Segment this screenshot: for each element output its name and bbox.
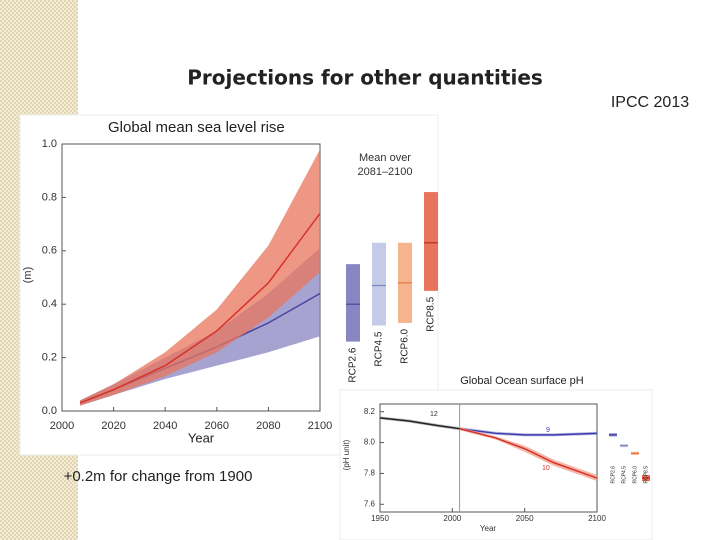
annotation: 10 [542,465,550,472]
range-label: RCP4.5 [374,331,385,366]
range-label: RCP8.5 [643,466,649,484]
source: IPCC 2013 [611,94,689,111]
annotation: 12 [430,411,438,418]
range-bar [372,242,386,326]
x-tick-label: 1950 [371,514,389,523]
y-tick-label: 7.8 [364,469,376,478]
x-axis-label: Year [480,524,497,533]
y-axis-label: (pH unit) [342,439,351,470]
annotation: 9 [546,427,550,434]
x-tick-label: 2020 [101,420,125,432]
chart-title: Global Ocean surface pH [460,375,584,387]
range-label: RCP2.6 [610,466,616,484]
x-tick-label: 2060 [205,420,229,432]
range-bar [346,264,360,342]
series-line [379,417,460,430]
range-title: Mean over [359,152,411,164]
plot-frame [379,403,598,513]
y-tick-label: 7.6 [364,499,376,508]
y-tick-label: 8.2 [364,407,376,416]
series-line [459,427,598,479]
x-tick-label: 2000 [50,420,74,432]
x-tick-label: 2040 [153,420,177,432]
y-tick-label: 8.0 [364,438,376,447]
y-tick-label: 0.0 [42,405,57,417]
note: +0.2m for change from 1900 [64,468,253,485]
y-tick-label: 0.2 [42,352,57,364]
range-label: RCP6.0 [632,466,638,484]
y-tick-label: 0.8 [42,191,57,203]
y-tick-label: 1.0 [42,138,57,150]
range-title: 2081–2100 [357,166,412,178]
uncertainty-band [459,427,597,482]
x-tick-label: 2000 [443,514,461,523]
range-label: RCP2.6 [348,347,359,382]
y-tick-label: 0.4 [42,298,57,310]
chart-title: Global mean sea level rise [108,119,285,136]
chart-panel [339,389,653,540]
range-label: RCP6.0 [400,328,411,363]
x-tick-label: 2080 [256,420,280,432]
range-label: RCP4.5 [621,466,627,484]
x-tick-label: 2100 [308,420,332,432]
range-label: RCP8.5 [426,296,437,331]
x-tick-label: 2050 [516,514,534,523]
y-tick-label: 0.6 [42,245,57,257]
slide-title: Projections for other quantities [187,66,543,90]
y-axis-label: (m) [22,267,34,284]
range-bar [424,192,438,291]
x-tick-label: 2100 [588,514,606,523]
series-line [459,427,598,436]
x-axis-label: Year [188,430,215,445]
series-line [79,212,321,404]
